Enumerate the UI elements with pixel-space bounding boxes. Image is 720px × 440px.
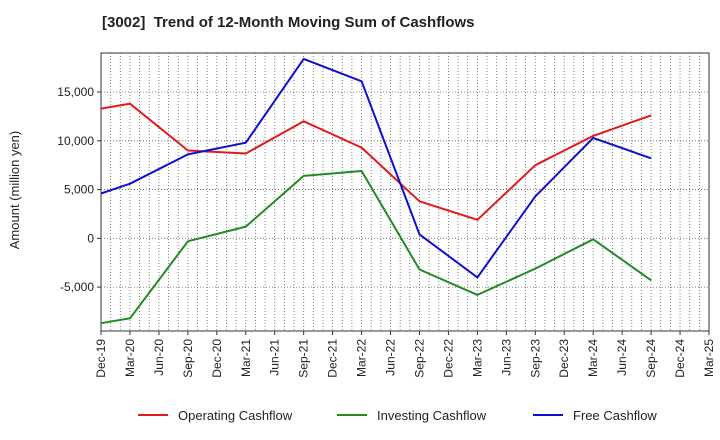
x-tick-label: Sep-20 xyxy=(181,339,195,378)
y-tick-label: 15,000 xyxy=(57,85,94,99)
chart-title: [3002] Trend of 12-Month Moving Sum of C… xyxy=(102,14,475,31)
plot-frame xyxy=(100,52,710,332)
x-tick-label: Jun-20 xyxy=(152,339,166,376)
series-layer xyxy=(100,57,652,325)
x-tick-label: Dec-23 xyxy=(557,339,571,378)
y-tick-label: -5,000 xyxy=(60,280,94,294)
free-cashflow-line xyxy=(100,57,652,279)
free-cashflow-legend-label: Free Cashflow xyxy=(573,408,657,423)
x-tick-label: Mar-20 xyxy=(123,339,137,377)
x-tick-label: Mar-22 xyxy=(355,339,369,377)
y-tick-label: 5,000 xyxy=(64,183,94,197)
x-tick-label: Dec-22 xyxy=(441,339,455,378)
x-tick-label: Mar-25 xyxy=(702,339,716,377)
x-tick-label: Sep-24 xyxy=(644,339,658,378)
y-tick-label: 10,000 xyxy=(57,134,94,148)
grid-layer xyxy=(100,52,710,332)
x-tick-label: Mar-21 xyxy=(239,339,253,377)
x-tick-label: Sep-22 xyxy=(412,339,426,378)
x-tick-label: Dec-20 xyxy=(210,339,224,378)
x-tick-label: Dec-21 xyxy=(326,339,340,378)
investing-cashflow-legend-label: Investing Cashflow xyxy=(377,408,487,423)
x-tick-label: Dec-19 xyxy=(94,339,108,378)
x-tick-label: Sep-23 xyxy=(528,339,542,378)
axes-layer: -5,000 0 5,000 10,000 15,000 Dec-19 Mar-20 Jun-… xyxy=(57,85,716,378)
x-tick-label: Jun-24 xyxy=(615,339,629,376)
x-tick-label: Jun-21 xyxy=(268,339,282,376)
operating-cashflow-line xyxy=(100,102,652,221)
x-tick-label: Mar-23 xyxy=(470,339,484,377)
operating-cashflow-legend-label: Operating Cashflow xyxy=(178,408,293,423)
x-tick-label: Jun-22 xyxy=(384,339,398,376)
x-tick-label: Sep-21 xyxy=(297,339,311,378)
x-tick-label: Jun-23 xyxy=(499,339,513,376)
y-tick-label: 0 xyxy=(87,231,94,245)
y-axis-title: Amount (million yen) xyxy=(7,131,22,250)
x-tick-label: Mar-24 xyxy=(586,339,600,377)
x-tick-label: Dec-24 xyxy=(673,339,687,378)
legend: Operating Cashflow Investing Cashflow Free… xyxy=(138,408,657,423)
investing-cashflow-line xyxy=(100,170,652,325)
